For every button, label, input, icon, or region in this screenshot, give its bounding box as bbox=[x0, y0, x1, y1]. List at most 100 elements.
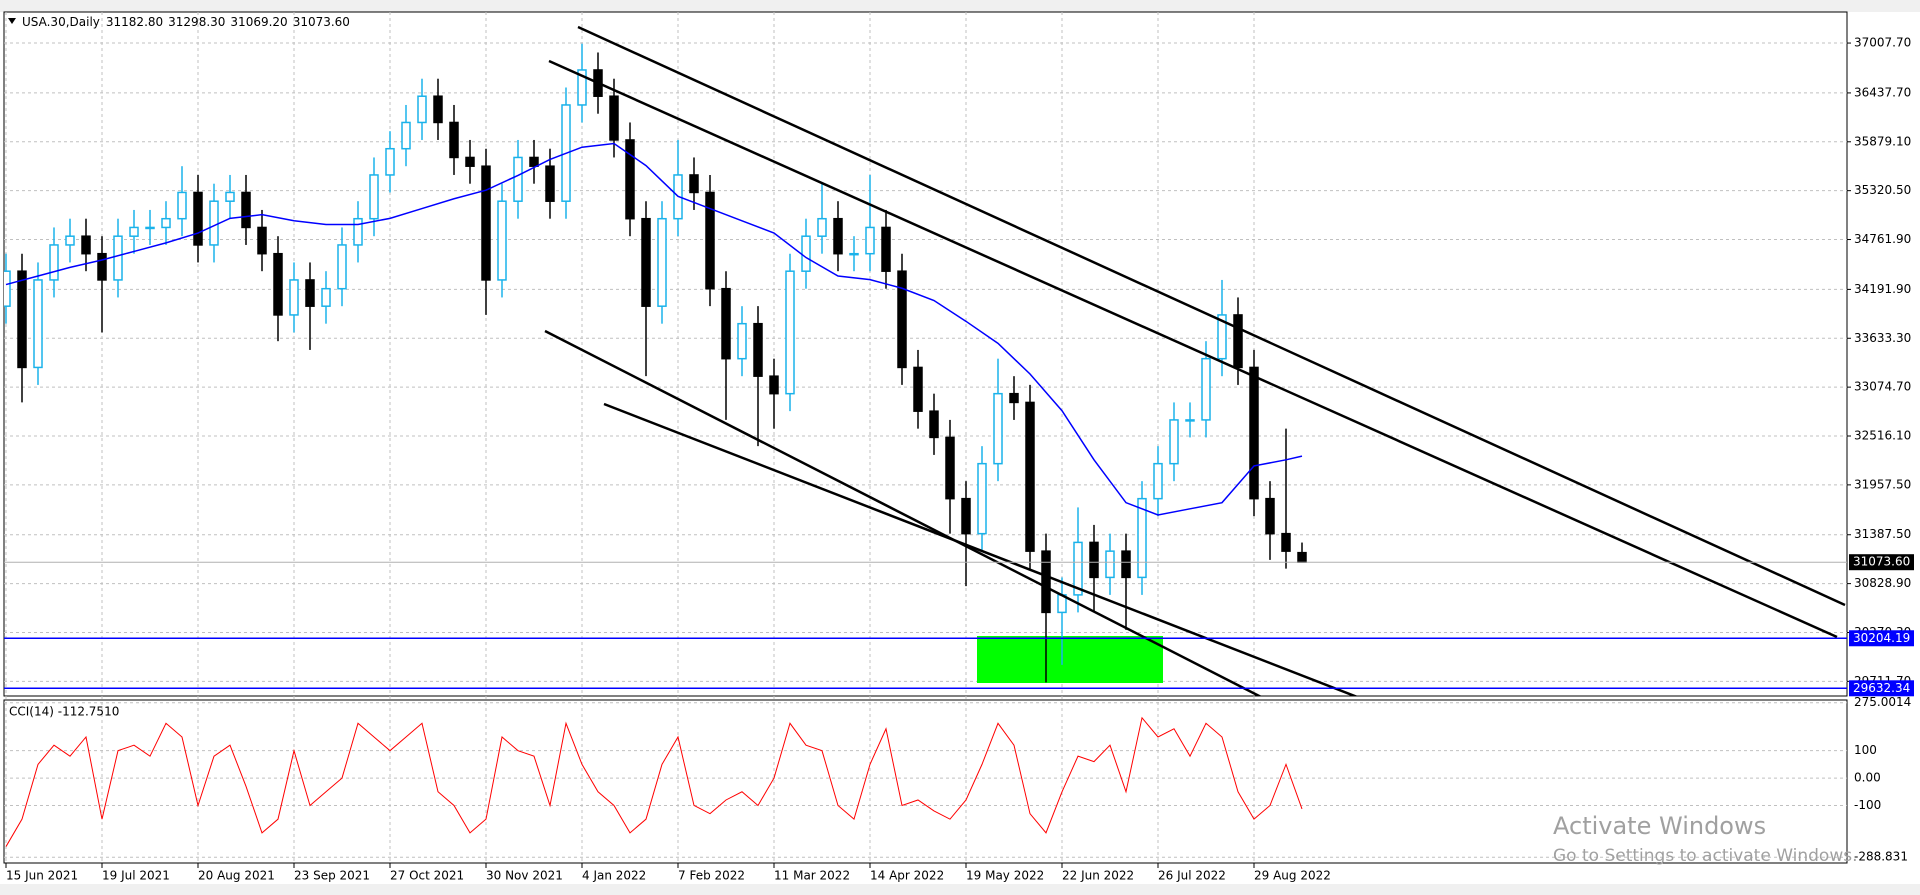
x-tick-label: 4 Jan 2022 bbox=[582, 869, 646, 883]
y-tick-label: 35879.10 bbox=[1854, 134, 1911, 148]
candle-body bbox=[689, 174, 699, 194]
candle-body bbox=[529, 156, 539, 167]
low-text: 31069.20 bbox=[230, 15, 287, 29]
candles bbox=[4, 43, 1307, 683]
candle-body bbox=[609, 95, 619, 141]
x-tick-label: 27 Oct 2021 bbox=[390, 869, 464, 883]
x-tick-label: 7 Feb 2022 bbox=[678, 869, 745, 883]
y-tick-label: 275.0014 bbox=[1854, 695, 1911, 709]
candle-body bbox=[1185, 419, 1195, 422]
cci-panel bbox=[3, 699, 1848, 864]
chart-header: USA.30,Daily 31182.80 31298.30 31069.20 3107… bbox=[22, 15, 350, 29]
watermark: Go to Settings to activate Windows. bbox=[1553, 846, 1858, 866]
y-tick-label: -288.831 bbox=[1854, 850, 1908, 864]
candle-body bbox=[193, 191, 203, 246]
candle-body bbox=[289, 279, 299, 316]
candle-body bbox=[1281, 532, 1291, 552]
candle-body bbox=[945, 436, 955, 500]
candle-body bbox=[465, 156, 475, 167]
level-box bbox=[1849, 630, 1914, 647]
ma-line bbox=[5, 142, 1303, 516]
y-tick-label: 34191.90 bbox=[1854, 282, 1911, 296]
y-tick-label: 37007.70 bbox=[1854, 36, 1911, 50]
x-tick-label: 22 Jun 2022 bbox=[1062, 869, 1134, 883]
candle-body bbox=[785, 270, 795, 395]
trendline bbox=[548, 59, 1838, 639]
candle-body bbox=[81, 235, 91, 255]
candle-body bbox=[257, 226, 267, 255]
open-text: 31182.80 bbox=[106, 15, 163, 29]
level-label: 30204.19 bbox=[1853, 631, 1910, 645]
candle-body bbox=[961, 497, 971, 535]
y-tick-label: -100 bbox=[1854, 798, 1881, 812]
axes: 37007.70 36437.70 35879.10 35320.50 34761.90… bbox=[5, 36, 1914, 883]
candle-body bbox=[305, 279, 315, 307]
candle-body bbox=[849, 252, 859, 256]
candle-body bbox=[401, 121, 411, 150]
candle-body bbox=[769, 375, 779, 395]
tab-strip bbox=[0, 884, 1920, 895]
indicator-title: CCI(14) -112.7510 bbox=[9, 705, 119, 719]
price-plot bbox=[4, 25, 1847, 696]
candle-body bbox=[177, 191, 187, 220]
menu-arrow[interactable] bbox=[8, 18, 16, 24]
candle-body bbox=[4, 270, 11, 307]
candle-body bbox=[129, 226, 139, 237]
candle-body bbox=[1089, 541, 1099, 579]
y-tick-label: 32516.10 bbox=[1854, 429, 1911, 443]
candle-body bbox=[321, 287, 331, 307]
price-panel bbox=[3, 11, 1848, 697]
trendline bbox=[577, 25, 1846, 607]
candle-body bbox=[353, 217, 363, 246]
candle-body bbox=[833, 217, 843, 255]
candle-body bbox=[273, 252, 283, 316]
x-tick-label: 29 Aug 2022 bbox=[1254, 869, 1331, 883]
candle-body bbox=[545, 165, 555, 202]
candle-body bbox=[97, 252, 107, 281]
candle-body bbox=[1073, 541, 1083, 596]
candle-body bbox=[817, 217, 827, 237]
x-tick-label: 26 Jul 2022 bbox=[1158, 869, 1226, 883]
y-tick-label: 30828.90 bbox=[1854, 576, 1911, 590]
candle-body bbox=[17, 270, 27, 369]
last-price-label: 31073.60 bbox=[1853, 555, 1910, 569]
candle-body bbox=[753, 322, 763, 377]
candle-body bbox=[369, 174, 379, 220]
level-label: 29632.34 bbox=[1853, 681, 1910, 695]
candle-body bbox=[929, 410, 939, 439]
candle-body bbox=[913, 366, 923, 412]
high-text: 31298.30 bbox=[168, 15, 225, 29]
candle-body bbox=[577, 69, 587, 106]
close-text: 31073.60 bbox=[293, 15, 350, 29]
candle-body bbox=[1041, 550, 1051, 614]
candle-body bbox=[433, 95, 443, 124]
x-tick-label: 20 Aug 2021 bbox=[198, 869, 275, 883]
candle-body bbox=[145, 226, 155, 230]
candle-body bbox=[497, 200, 507, 281]
y-tick-label: 34761.90 bbox=[1854, 232, 1911, 246]
moving-average bbox=[5, 142, 1303, 516]
x-tick-label: 19 Jul 2021 bbox=[102, 869, 170, 883]
zone bbox=[977, 636, 1163, 683]
toolbar-strip bbox=[0, 0, 1920, 12]
trendline bbox=[603, 402, 1359, 696]
cci-line bbox=[5, 716, 1303, 847]
candle-body bbox=[1169, 419, 1179, 465]
x-tick-label: 23 Sep 2021 bbox=[294, 869, 370, 883]
candle-body bbox=[33, 279, 43, 369]
candle-body bbox=[737, 322, 747, 360]
candle-body bbox=[1137, 497, 1147, 579]
candle-body bbox=[657, 217, 667, 307]
candle-body bbox=[641, 217, 651, 307]
candle-body bbox=[1233, 314, 1243, 369]
candle-body bbox=[1217, 314, 1227, 360]
candle-body bbox=[1105, 550, 1115, 579]
cci-plot bbox=[5, 716, 1303, 847]
symbol: USA.30,Daily bbox=[22, 15, 100, 29]
candle-body bbox=[1121, 550, 1131, 579]
candle-body bbox=[897, 270, 907, 369]
candle-body bbox=[481, 165, 491, 281]
last-price-box bbox=[1849, 554, 1914, 571]
candle-body bbox=[1249, 366, 1259, 500]
